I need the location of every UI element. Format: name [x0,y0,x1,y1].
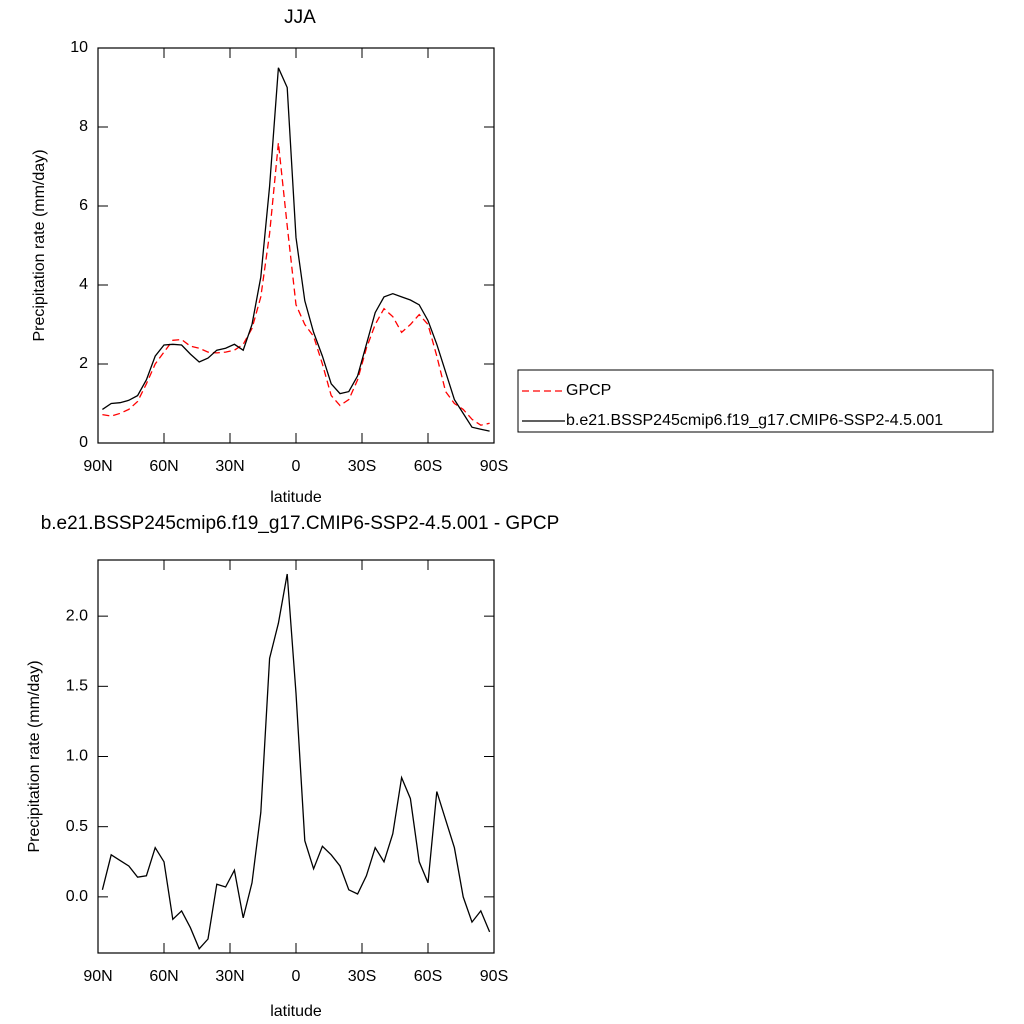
x-tick-label: 0 [292,458,301,475]
x-axis-label: latitude [270,489,322,506]
y-tick-label: 0.0 [66,888,88,905]
legend-label: GPCP [566,382,611,399]
x-tick-label: 60N [149,458,178,475]
x-tick-label: 90N [83,458,112,475]
y-tick-label: 1.0 [66,748,88,765]
y-tick-label: 2 [79,355,88,372]
x-tick-label: 30N [215,968,244,985]
plot-frame [97,47,495,444]
x-axis-label: latitude [270,1003,322,1020]
x-tick-label: 90S [480,458,508,475]
x-tick-label: 30S [348,458,376,475]
y-tick-label: 2.0 [66,607,88,624]
x-tick-label: 60S [414,458,442,475]
y-tick-label: 0 [79,434,88,451]
x-tick-label: 60N [149,968,178,985]
x-tick-label: 30S [348,968,376,985]
y-tick-label: 6 [79,197,88,214]
legend: GPCP b.e21.BSSP245cmip6.f19_g17.CMIP6-SSP… [517,369,994,433]
y-tick-label: 1.5 [66,678,88,695]
legend-box [517,369,994,433]
x-tick-label: 90N [83,968,112,985]
plot-frame [97,559,495,954]
x-tick-label: 30N [215,458,244,475]
data-line [101,573,491,950]
chart-title: b.e21.BSSP245cmip6.f19_g17.CMIP6-SSP2-4.… [41,513,560,534]
x-tick-label: 0 [292,968,301,985]
chart-title: JJA [284,7,316,28]
y-tick-label: 8 [79,118,88,135]
data-line [102,142,490,426]
x-tick-label: 90S [480,968,508,985]
y-tick-label: 10 [70,39,88,56]
legend-label: b.e21.BSSP245cmip6.f19_g17.CMIP6-SSP2-4.… [566,412,943,429]
x-tick-label: 60S [414,968,442,985]
y-tick-label: 4 [79,276,88,293]
data-line [102,67,490,432]
y-axis-label: Precipitation rate (mm/day) [31,149,48,341]
y-tick-label: 0.5 [66,818,88,835]
y-axis-label: Precipitation rate (mm/day) [26,660,43,852]
